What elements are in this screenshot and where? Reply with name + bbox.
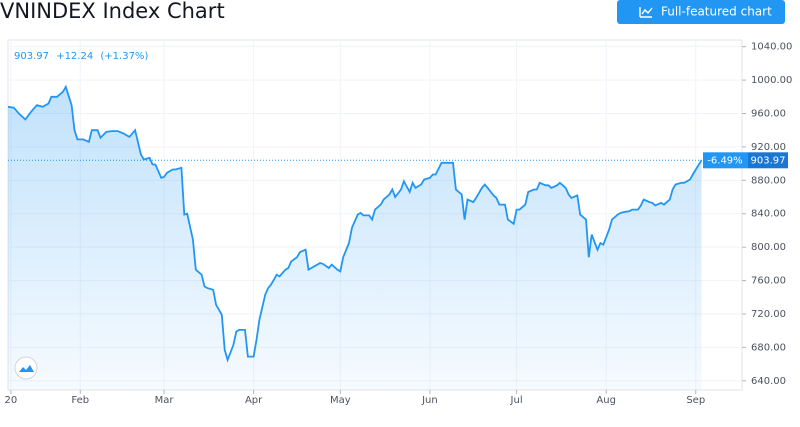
y-tick-label: 800.00 xyxy=(751,242,786,253)
change-tag xyxy=(703,152,748,169)
price-tag-label: 903.97 xyxy=(751,155,786,166)
y-tick-label: 760.00 xyxy=(751,276,786,287)
status-price: 903.97 xyxy=(14,51,49,62)
full-featured-button[interactable]: Full-featured chart xyxy=(617,0,785,24)
status-change: +12.24 xyxy=(56,51,93,62)
price-tag xyxy=(748,152,788,169)
y-tick-label: 1000.00 xyxy=(751,75,792,86)
x-tick-label: Jul xyxy=(510,395,523,406)
y-tick-label: 640.00 xyxy=(751,376,786,387)
x-tick-label: 20 xyxy=(5,395,18,406)
y-tick-label: 720.00 xyxy=(751,309,786,320)
chart-title: VNINDEX Index Chart xyxy=(0,0,225,23)
line xyxy=(7,84,703,363)
y-tick-label: 880.00 xyxy=(751,175,786,186)
y-tick-label: 840.00 xyxy=(751,209,786,220)
x-tick-label: Jun xyxy=(421,395,438,406)
x-tick-label: Sep xyxy=(686,395,705,406)
x-tick-label: Aug xyxy=(596,395,616,406)
change-tag-label: -6.49% xyxy=(707,155,742,166)
area xyxy=(8,86,702,391)
status-change-pct: (+1.37%) xyxy=(100,51,148,62)
status-line: 903.97 +12.24 (+1.37%) xyxy=(14,51,148,62)
x-tick-label: Apr xyxy=(245,395,263,406)
logo-glyph xyxy=(19,365,34,372)
y-tick-label: 680.00 xyxy=(751,342,786,353)
x-tick-label: Feb xyxy=(71,395,89,406)
y-tick-label: 1040.00 xyxy=(751,42,792,53)
y-tick-label: 920.00 xyxy=(751,142,786,153)
button-label[interactable]: Full-featured chart xyxy=(661,5,772,19)
logo-circle xyxy=(14,356,38,380)
button-bg[interactable] xyxy=(617,0,785,24)
x-tick-label: Mar xyxy=(155,395,175,406)
x-tick-label: May xyxy=(330,395,351,406)
y-tick-label: 960.00 xyxy=(751,109,786,120)
button-icon[interactable] xyxy=(639,7,653,18)
logo xyxy=(14,356,38,380)
